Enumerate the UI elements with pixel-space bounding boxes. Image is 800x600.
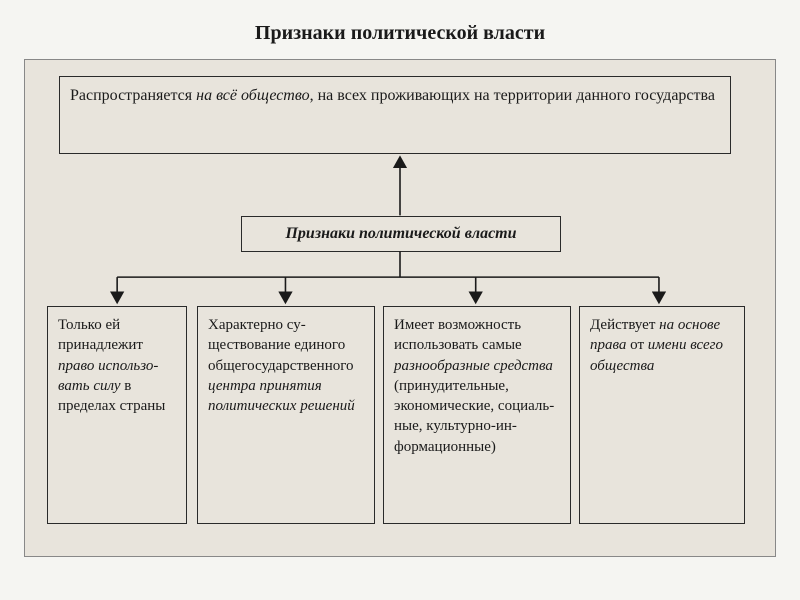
- feature-box-4: Действует на основе права от имени всего…: [579, 306, 745, 524]
- b4-p1: Действует: [590, 317, 659, 333]
- b2-i1: центра приня­тия политичес­ких решений: [208, 378, 355, 414]
- b4-p2: от: [626, 337, 647, 353]
- page-title: Признаки политической власти: [0, 0, 800, 59]
- feature-box-3: Имеет возможность использовать самые раз…: [383, 306, 571, 524]
- top-italic: на всё общество: [196, 87, 309, 104]
- b2-p1: Характерно су­ществование единого общего…: [208, 317, 354, 374]
- center-box: Признаки политической власти: [241, 216, 561, 252]
- feature-box-2: Характерно су­ществование единого общего…: [197, 306, 375, 524]
- b1-p1: Только ей принадле­жит: [58, 317, 143, 353]
- feature-box-1: Только ей принадле­жит право использо­ва…: [47, 306, 187, 524]
- b3-p1: Имеет возможность использовать самые: [394, 317, 522, 353]
- b1-i1: право использо­вать силу: [58, 358, 158, 394]
- top-prefix: Распространяется: [70, 87, 196, 104]
- b3-p2: (принуди­тельные, экономи­ческие, социал…: [394, 378, 554, 455]
- top-box: Распространяется на всё общество, на все…: [59, 76, 731, 154]
- top-suffix: , на всех проживающих на территории данн…: [310, 87, 715, 104]
- b3-i1: разнообразные средства: [394, 358, 553, 374]
- diagram-container: Распространяется на всё общество, на все…: [24, 59, 776, 557]
